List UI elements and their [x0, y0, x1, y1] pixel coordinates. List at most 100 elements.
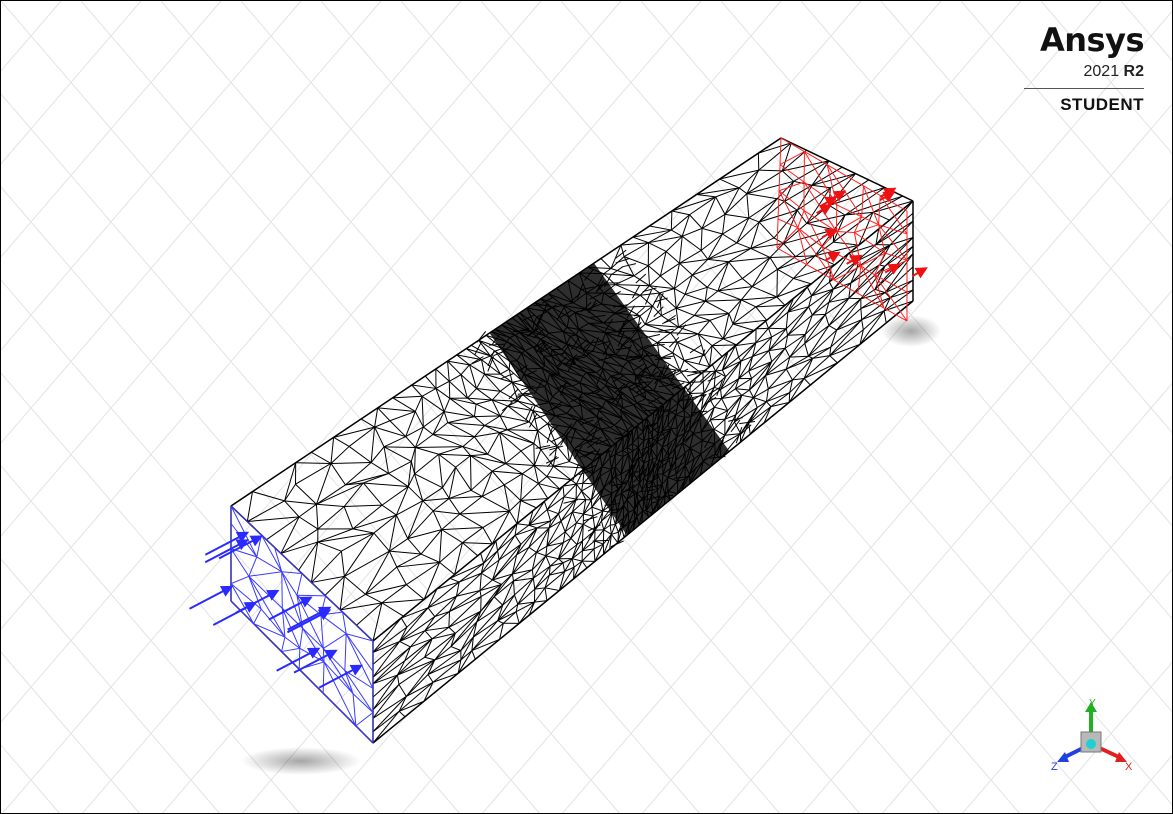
mesh-edge: [532, 410, 539, 431]
mesh-edge: [470, 453, 488, 457]
mesh-edge: [710, 410, 728, 421]
mesh-edge: [374, 407, 379, 428]
fixed-face-edge: [274, 547, 283, 572]
mesh-edge: [467, 397, 493, 401]
mesh-edge: [804, 314, 813, 335]
mesh-edge: [423, 682, 434, 702]
mesh-edge: [410, 638, 433, 648]
mesh-edge: [860, 292, 886, 309]
mesh-edge: [704, 287, 708, 302]
load-face-edge: [778, 190, 799, 228]
mesh-edge: [884, 237, 914, 267]
mesh-edge: [828, 187, 831, 206]
mesh-edge: [678, 236, 683, 264]
mesh-edge: [644, 305, 654, 325]
mesh-edge: [447, 360, 470, 366]
mesh-edge: [592, 539, 609, 542]
mesh-edge: [884, 245, 914, 267]
load-face-edge: [804, 151, 828, 166]
mesh-edge: [709, 398, 722, 400]
mesh-edge: [480, 553, 485, 564]
mesh-edge: [558, 513, 562, 522]
mesh-edge: [333, 436, 350, 447]
load-face-edge: [834, 265, 862, 281]
mesh-edge: [487, 453, 506, 465]
mesh-edge: [624, 294, 641, 308]
mesh-edge: [427, 581, 460, 609]
grid-line: [82, 1, 782, 813]
mesh-edge: [448, 498, 461, 515]
mesh-edge: [472, 604, 504, 638]
mesh-edge: [484, 373, 501, 392]
mesh-edge: [564, 511, 573, 532]
mesh-edge: [687, 371, 702, 377]
mesh-edge: [701, 196, 717, 229]
mesh-edge: [713, 428, 726, 436]
mesh-edge: [563, 499, 578, 504]
mesh-edge: [741, 299, 756, 308]
mesh-edge: [311, 575, 345, 583]
mesh-edge: [442, 466, 457, 488]
mesh-edge: [704, 396, 717, 406]
mesh-edge: [424, 656, 435, 661]
mesh-edge: [540, 445, 557, 451]
mesh-edge: [480, 563, 485, 574]
mesh-edge: [372, 674, 398, 685]
mesh-edge: [392, 395, 423, 399]
mesh-edge: [781, 149, 807, 172]
mesh-edge: [624, 306, 641, 317]
mesh-edge: [528, 510, 534, 526]
mesh-edge: [615, 249, 627, 259]
coordinate-triad[interactable]: Y X Z: [1049, 696, 1139, 776]
mesh-edge: [399, 607, 429, 642]
mesh-edge: [715, 351, 729, 372]
mesh-edge: [505, 450, 522, 465]
mesh-edge: [494, 350, 511, 362]
mesh-edge: [520, 483, 539, 501]
mesh-edge: [697, 333, 713, 347]
mesh-edge: [474, 436, 489, 455]
mesh-edge: [383, 446, 390, 474]
mesh-edge: [295, 483, 317, 505]
mesh-edge: [753, 375, 767, 398]
mesh-edge: [836, 298, 862, 331]
mesh-edge: [372, 660, 406, 685]
mesh-edge: [570, 522, 577, 539]
mesh-edge: [776, 278, 794, 298]
mesh-edge: [767, 368, 787, 390]
mesh-edge: [746, 180, 794, 195]
mesh-edge: [284, 483, 296, 502]
mesh-edge: [484, 415, 501, 426]
mesh-edge: [749, 361, 773, 391]
mesh-edge: [739, 421, 756, 425]
mesh-edge: [534, 464, 554, 467]
mesh-edge: [510, 394, 523, 403]
mesh-edge: [735, 395, 743, 416]
mesh-edge: [675, 368, 689, 376]
mesh-edge: [785, 368, 793, 381]
fixed-face-edge: [248, 576, 262, 610]
mesh-edge: [311, 550, 342, 583]
mesh-edge: [728, 256, 771, 263]
mesh-edge: [724, 414, 736, 420]
mesh-edge: [857, 244, 891, 268]
mesh-edge: [544, 571, 565, 589]
mesh-edge: [692, 261, 729, 276]
mesh-edge: [389, 410, 416, 422]
mesh-edge: [722, 360, 742, 371]
mesh-edge: [424, 632, 456, 658]
mesh-edge: [362, 482, 383, 506]
mesh-edge: [503, 611, 517, 624]
mesh-edge: [537, 430, 542, 450]
mesh-edge: [407, 510, 434, 539]
mesh-edge: [828, 288, 834, 303]
mesh-edge: [792, 358, 814, 381]
mesh-edge: [443, 411, 449, 423]
mesh-edge: [450, 633, 456, 647]
mesh-edge: [806, 286, 813, 296]
mesh-edge: [571, 540, 583, 559]
mesh-edge: [582, 524, 584, 541]
mesh-edge: [414, 453, 440, 475]
